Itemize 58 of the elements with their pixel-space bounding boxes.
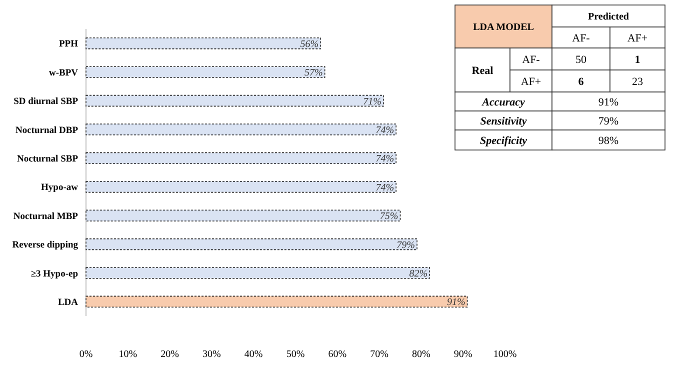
x-tick-label: 40% (244, 349, 263, 360)
text: AF- (522, 54, 540, 66)
bar (86, 152, 396, 164)
y-tick-label: Reverse dipping (12, 240, 78, 251)
x-tick-label: 100% (493, 349, 517, 360)
x-tick-label: 60% (328, 349, 347, 360)
bar (86, 210, 401, 222)
text: Predicted (588, 12, 630, 22)
y-tick-label: PPH (59, 40, 79, 50)
text: 79% (598, 115, 619, 128)
text: 91% (598, 96, 619, 108)
y-tick-label: Nocturnal SBP (17, 154, 78, 164)
data-label: 91% (446, 297, 466, 308)
x-tick-label: 0% (79, 349, 93, 360)
x-tick-label: 90% (454, 349, 472, 360)
bar (86, 296, 468, 308)
x-tick-label: 10% (118, 349, 138, 360)
data-label: 74% (376, 154, 394, 165)
text: 6 (578, 76, 584, 88)
text: 1 (634, 54, 640, 66)
annotation: Sensitivity (480, 115, 527, 128)
data-label: 75% (380, 211, 398, 222)
data-label: 82% (409, 268, 428, 280)
data-label: 74% (376, 124, 394, 136)
annotation: Real (472, 64, 494, 77)
bar (86, 37, 322, 50)
bar (86, 94, 384, 107)
y-tick-label: SD diurnal SBP (14, 97, 78, 108)
bar (86, 267, 430, 279)
x-tick-label: 70% (370, 349, 388, 360)
y-tick-label: Nocturnal DBP (15, 126, 78, 136)
data-label: 71% (363, 96, 382, 108)
x-tick-label: 50% (286, 349, 305, 360)
y-tick-label: ≥3 Hypo-ep (30, 269, 78, 280)
data-label: 79% (396, 240, 416, 251)
text: AF+ (520, 76, 542, 88)
data-label: 74% (376, 182, 394, 194)
y-tick-label: LDA (58, 298, 78, 308)
y-tick-label: Hypo-aw (41, 183, 78, 194)
text: 98% (598, 134, 619, 147)
text: 50 (576, 54, 587, 66)
bar (86, 66, 326, 78)
text: AF+ (627, 32, 648, 44)
x-tick-label: 80% (412, 349, 430, 360)
x-tick-label: 30% (202, 349, 221, 360)
annotation: Accuracy (481, 96, 525, 108)
bar (86, 124, 396, 136)
x-tick-label: 20% (160, 349, 179, 360)
data-label: 56% (300, 38, 319, 50)
text: 23 (632, 76, 644, 88)
data-label: 57% (304, 68, 323, 79)
annotation: Specificity (480, 134, 528, 147)
text: AF- (572, 32, 590, 44)
y-tick-label: Nocturnal MBP (13, 212, 78, 222)
bar (86, 238, 418, 250)
y-tick-label: w-BPV (48, 68, 78, 78)
bar (86, 180, 396, 193)
annotation: LDA MODEL (473, 22, 534, 33)
